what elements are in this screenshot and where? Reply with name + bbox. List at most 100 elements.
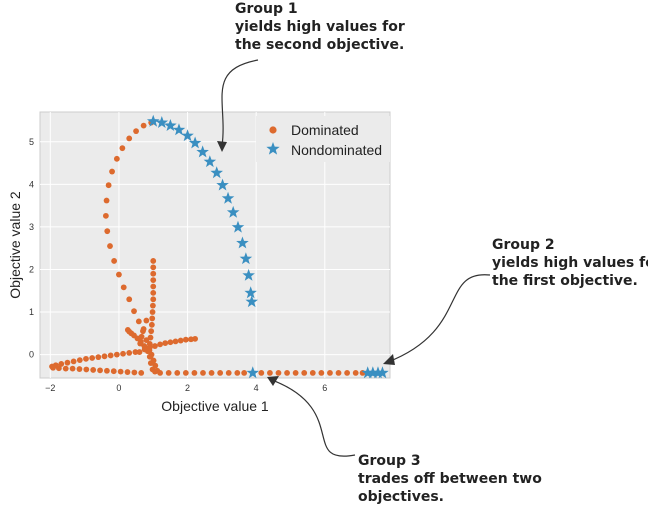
annotation-group-3-line-3: objectives. (358, 489, 444, 505)
annotation-group-2-title: Group 2 (492, 237, 555, 253)
dominated-point (335, 369, 342, 376)
dominated-point (152, 343, 158, 349)
legend-marker-dominated (269, 126, 277, 134)
dominated-point (133, 128, 139, 135)
dominated-point (95, 354, 102, 361)
legend: Dominated Nondominated (256, 116, 390, 162)
dominated-point (150, 283, 157, 290)
dominated-point (76, 366, 83, 372)
dominated-point (69, 365, 76, 372)
annotation-group-3-title: Group 3 (358, 453, 421, 469)
dominated-point (174, 369, 181, 376)
dominated-point (141, 346, 148, 353)
dominated-point (149, 315, 156, 322)
dominated-point (97, 367, 103, 374)
x-tick-label: 0 (116, 383, 121, 393)
nondominated-point (203, 155, 217, 168)
dominated-point (138, 369, 145, 376)
dominated-point (191, 369, 198, 376)
dominated-point (116, 271, 122, 278)
annotation-group-2-line-3: the first objective. (492, 273, 638, 289)
dominated-point (167, 339, 174, 346)
dominated-point (103, 197, 110, 204)
dominated-point (182, 369, 189, 376)
dominated-point (136, 349, 143, 355)
dominated-point (126, 349, 133, 356)
dominated-point (147, 353, 154, 360)
dominated-point (149, 302, 156, 309)
dominated-point (177, 337, 184, 344)
dominated-point (135, 318, 142, 325)
dominated-point (113, 155, 120, 162)
dominated-point (157, 369, 163, 376)
dominated-point (120, 350, 126, 357)
annotation-group-3-line-2: trades off between two (358, 471, 542, 487)
dominated-point (62, 365, 69, 372)
nondominated-point (231, 220, 245, 233)
dominated-point (140, 122, 147, 129)
x-tick-label: −2 (45, 383, 55, 393)
dominated-point (83, 355, 89, 362)
nondominated-point (246, 366, 260, 379)
x-axis-label: Objective value 1 (161, 398, 269, 414)
annotation-group-1-title: Group 1 (235, 1, 298, 17)
y-tick-label: 4 (29, 179, 34, 189)
dominated-point (111, 258, 118, 264)
dominated-point (162, 340, 169, 347)
arrow-group-2 (387, 274, 491, 363)
dominated-point (131, 369, 138, 376)
annotation-group-1-line-3: the second objective. (235, 37, 405, 53)
dominated-point (275, 369, 282, 376)
nondominated-point (146, 114, 160, 127)
dominated-point (344, 369, 351, 376)
nondominated-point (376, 366, 389, 379)
nondominated-point (181, 129, 194, 142)
dominated-point (138, 333, 145, 340)
dominated-point (105, 182, 112, 189)
nondominated-point (164, 119, 177, 131)
dominated-point (131, 308, 137, 315)
nondominated-point (216, 178, 229, 191)
legend-label-dominated: Dominated (291, 122, 359, 138)
dominated-point (172, 338, 179, 345)
dominated-point (109, 168, 115, 175)
dominated-point (258, 369, 265, 376)
dominated-point (318, 369, 325, 376)
dominated-point (104, 367, 110, 374)
dominated-point (150, 296, 157, 303)
dominated-point (101, 353, 108, 360)
series-dominated (49, 119, 366, 376)
annotation-group-3: Group 3 trades off between two objective… (358, 452, 542, 506)
dominated-point (301, 369, 308, 376)
nondominated-point (155, 116, 169, 128)
dominated-point (157, 341, 163, 348)
dominated-point (267, 369, 273, 376)
dominated-point (90, 367, 97, 373)
dominated-point (120, 284, 127, 291)
x-tick-label: 2 (185, 383, 190, 393)
dominated-point (150, 264, 157, 271)
dominated-point (132, 349, 139, 355)
dominated-point (234, 369, 241, 376)
dominated-point (107, 243, 113, 249)
y-tick-label: 0 (29, 350, 34, 360)
dominated-point (124, 327, 131, 333)
dominated-point (147, 360, 154, 367)
dominated-point (102, 212, 109, 219)
dominated-point (117, 368, 124, 375)
annotation-arrowheads (217, 141, 395, 386)
dominated-point (292, 369, 299, 376)
y-axis-label: Objective value 2 (7, 191, 23, 299)
nondominated-point (226, 205, 240, 218)
x-tick-label: 6 (322, 383, 327, 393)
x-tick-labels: −2 0 2 4 6 (45, 383, 327, 393)
y-tick-label: 5 (29, 137, 34, 147)
dominated-point (110, 368, 117, 375)
x-tick-label: 4 (254, 383, 259, 393)
grid (40, 112, 390, 378)
legend-box (256, 116, 390, 162)
legend-marker-nondominated (266, 142, 280, 155)
series-nondominated (146, 114, 389, 379)
dominated-point (150, 277, 157, 284)
dominated-point (165, 369, 172, 376)
